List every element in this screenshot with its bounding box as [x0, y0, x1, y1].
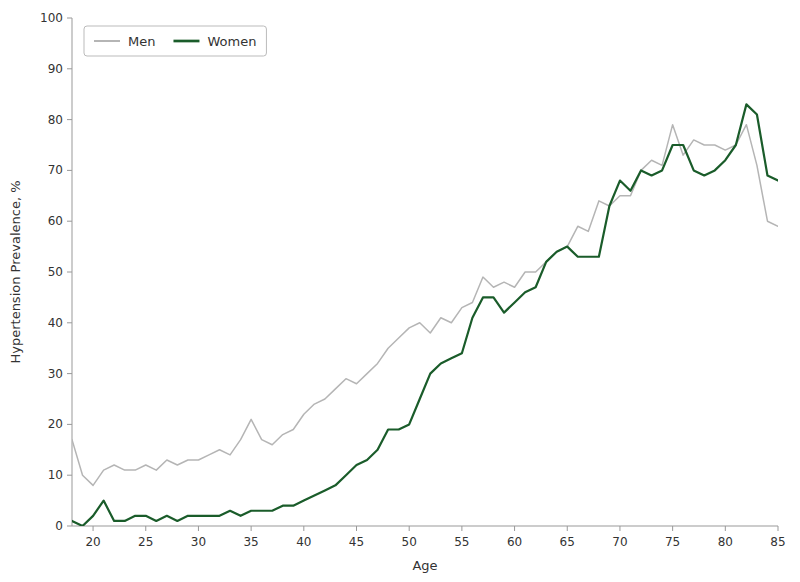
x-tick — [356, 526, 357, 531]
y-axis-label: Hypertension Prevalence, % — [8, 180, 23, 363]
y-tick — [67, 221, 72, 222]
y-tick-label: 70 — [48, 163, 63, 177]
background — [0, 0, 800, 582]
x-axis-line — [72, 526, 778, 527]
x-tick-label: 50 — [402, 535, 417, 549]
x-tick-label: 25 — [138, 535, 153, 549]
y-tick-label: 10 — [48, 468, 63, 482]
x-tick — [409, 526, 410, 531]
x-tick-label: 35 — [243, 535, 258, 549]
x-axis-label: Age — [412, 558, 437, 573]
y-tick-label: 90 — [48, 62, 63, 76]
x-tick-label: 40 — [296, 535, 311, 549]
x-tick-label: 55 — [454, 535, 469, 549]
legend-label: Men — [128, 34, 155, 49]
x-tick — [251, 526, 252, 531]
x-tick-label: 20 — [85, 535, 100, 549]
line-series — [72, 104, 778, 526]
x-tick — [461, 526, 462, 531]
y-tick — [67, 322, 72, 323]
y-tick-label: 20 — [48, 417, 63, 431]
legend-box — [84, 26, 266, 56]
legend-swatch — [173, 40, 199, 43]
y-tick — [67, 373, 72, 374]
y-tick — [67, 424, 72, 425]
x-tick — [303, 526, 304, 531]
x-tick — [514, 526, 515, 531]
y-tick — [67, 526, 72, 527]
legend-item: Men — [94, 34, 155, 49]
legend: Men Women — [84, 26, 266, 56]
x-tick-label: 60 — [507, 535, 522, 549]
x-tick — [672, 526, 673, 531]
x-tick — [93, 526, 94, 531]
x-tick — [145, 526, 146, 531]
legend-label: Women — [207, 34, 256, 49]
plot-area — [72, 104, 778, 526]
y-tick — [67, 170, 72, 171]
y-tick — [67, 272, 72, 273]
y-tick — [67, 68, 72, 69]
x-tick-label: 30 — [191, 535, 206, 549]
x-tick — [725, 526, 726, 531]
x-tick-label: 65 — [560, 535, 575, 549]
y-tick — [67, 18, 72, 19]
chart: 20 25 30 35 40 45 50 55 60 65 70 75 80 85 0 10 20 30 40 50 6… — [0, 0, 800, 582]
x-tick — [198, 526, 199, 531]
y-tick-label: 100 — [40, 11, 63, 25]
legend-item: Women — [173, 34, 256, 49]
x-tick-label: 85 — [770, 535, 785, 549]
y-tick — [67, 475, 72, 476]
y-tick — [67, 119, 72, 120]
legend-swatch — [94, 40, 120, 42]
y-tick-label: 0 — [55, 519, 63, 533]
y-tick-label: 40 — [48, 316, 63, 330]
x-tick — [567, 526, 568, 531]
y-tick-label: 80 — [48, 113, 63, 127]
x-tick — [619, 526, 620, 531]
axes: 20 25 30 35 40 45 50 55 60 65 70 75 80 85 0 10 20 30 40 50 6… — [40, 11, 786, 549]
x-tick-label: 75 — [665, 535, 680, 549]
x-tick — [778, 526, 779, 531]
line-series — [72, 125, 778, 486]
y-tick-label: 30 — [48, 367, 63, 381]
x-tick-label: 45 — [349, 535, 364, 549]
x-tick-label: 80 — [718, 535, 733, 549]
y-tick-label: 60 — [48, 214, 63, 228]
x-tick-label: 70 — [612, 535, 627, 549]
y-tick-label: 50 — [48, 265, 63, 279]
